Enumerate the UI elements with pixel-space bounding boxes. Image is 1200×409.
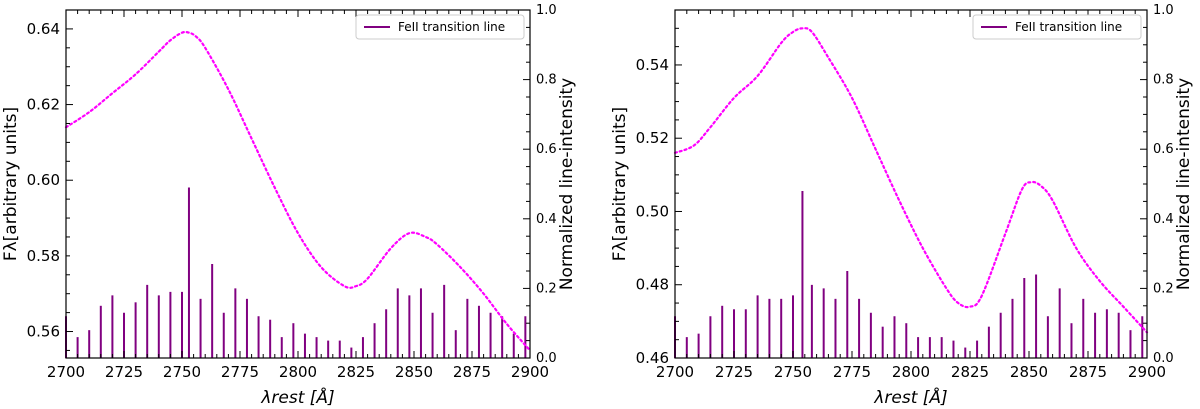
chart-panel-1: 2700 2725 2750 2775 2800 2825 2850 2875 2900 0.56…: [1, 3, 577, 408]
y-tick-label: 0.58: [27, 247, 60, 265]
y-right-tick-label: 0.8: [536, 73, 557, 88]
y-ticks-left: [66, 9, 73, 351]
y-right-tick-label: 0.2: [536, 281, 557, 296]
legend: FeII transition line: [972, 14, 1142, 40]
x-tick-label: 2825: [951, 363, 989, 381]
y-tick-label: 0.60: [27, 171, 60, 189]
y-ticks-right: [1140, 9, 1147, 359]
y-right-axis-label: Normalized line-intensity: [557, 78, 577, 290]
legend-box: [355, 14, 525, 40]
spectrum-curve: [64, 30, 532, 352]
chart-panel-2: 2700 2725 2750 2775 2800 2825 2850 2875 2900 0.46…: [610, 3, 1194, 408]
legend-label: FeII transition line: [398, 20, 505, 34]
plot-frame: [674, 9, 1148, 359]
x-tick-label: 2725: [105, 363, 143, 381]
y-tick-label: 0.64: [27, 20, 60, 38]
y-right-tick-label: 1.0: [1153, 3, 1174, 18]
spectrum-curve: [673, 27, 1149, 334]
x-tick-label: 2775: [221, 363, 259, 381]
x-axis-label: λrest [Å]: [873, 386, 947, 408]
x-tick-label: 2875: [453, 363, 491, 381]
y-right-tick-label: 0.0: [536, 351, 557, 366]
x-tick-label: 2800: [279, 363, 317, 381]
y-tick-label: 0.48: [636, 276, 669, 294]
x-ticks: [65, 10, 531, 358]
y-tick-label: 0.46: [636, 349, 669, 367]
y-ticks-right: [523, 9, 530, 359]
x-tick-label: 2825: [337, 363, 375, 381]
y-ticks-left: [675, 9, 682, 359]
y-tick-label: 0.52: [636, 129, 669, 147]
feii-bars: [674, 190, 1144, 358]
y-tick-label: 0.56: [27, 323, 60, 341]
x-ticks: [674, 10, 1148, 358]
x-tick-label: 2700: [656, 363, 694, 381]
y-tick-label: 0.50: [636, 202, 669, 220]
y-right-tick-label: 0.0: [1153, 351, 1174, 366]
y-right-tick-label: 0.6: [1153, 142, 1174, 157]
x-tick-label: 2900: [511, 363, 549, 381]
legend-label: FeII transition line: [1015, 20, 1122, 34]
x-tick-label: 2750: [774, 363, 812, 381]
legend: FeII transition line: [355, 14, 525, 40]
y-right-axis-label: Normalized line-intensity: [1174, 78, 1194, 290]
x-axis-label: λrest [Å]: [260, 386, 334, 408]
y-right-tick-label: 0.6: [536, 142, 557, 157]
x-tick-label: 2800: [892, 363, 930, 381]
y-tick-label: 0.54: [636, 56, 669, 74]
x-tick-label: 2775: [833, 363, 871, 381]
y-right-tick-label: 1.0: [536, 3, 557, 18]
y-right-tick-label: 0.4: [536, 212, 557, 227]
y-right-tick-label: 0.8: [1153, 73, 1174, 88]
x-tick-label: 2850: [1010, 363, 1048, 381]
y-right-tick-label: 0.2: [1153, 281, 1174, 296]
x-tick-label: 2750: [163, 363, 201, 381]
x-tick-label: 2850: [395, 363, 433, 381]
y-axis-label: Fλ[arbitrary units]: [1, 107, 21, 261]
y-tick-label: 0.62: [27, 96, 60, 114]
x-tick-label: 2725: [715, 363, 753, 381]
x-tick-label: 2700: [47, 363, 85, 381]
feii-bars: [65, 187, 527, 358]
y-right-tick-label: 0.4: [1153, 212, 1174, 227]
y-axis-label: Fλ[arbitrary units]: [610, 107, 630, 261]
x-tick-label: 2875: [1069, 363, 1107, 381]
x-tick-label: 2900: [1128, 363, 1166, 381]
legend-box: [972, 14, 1142, 40]
